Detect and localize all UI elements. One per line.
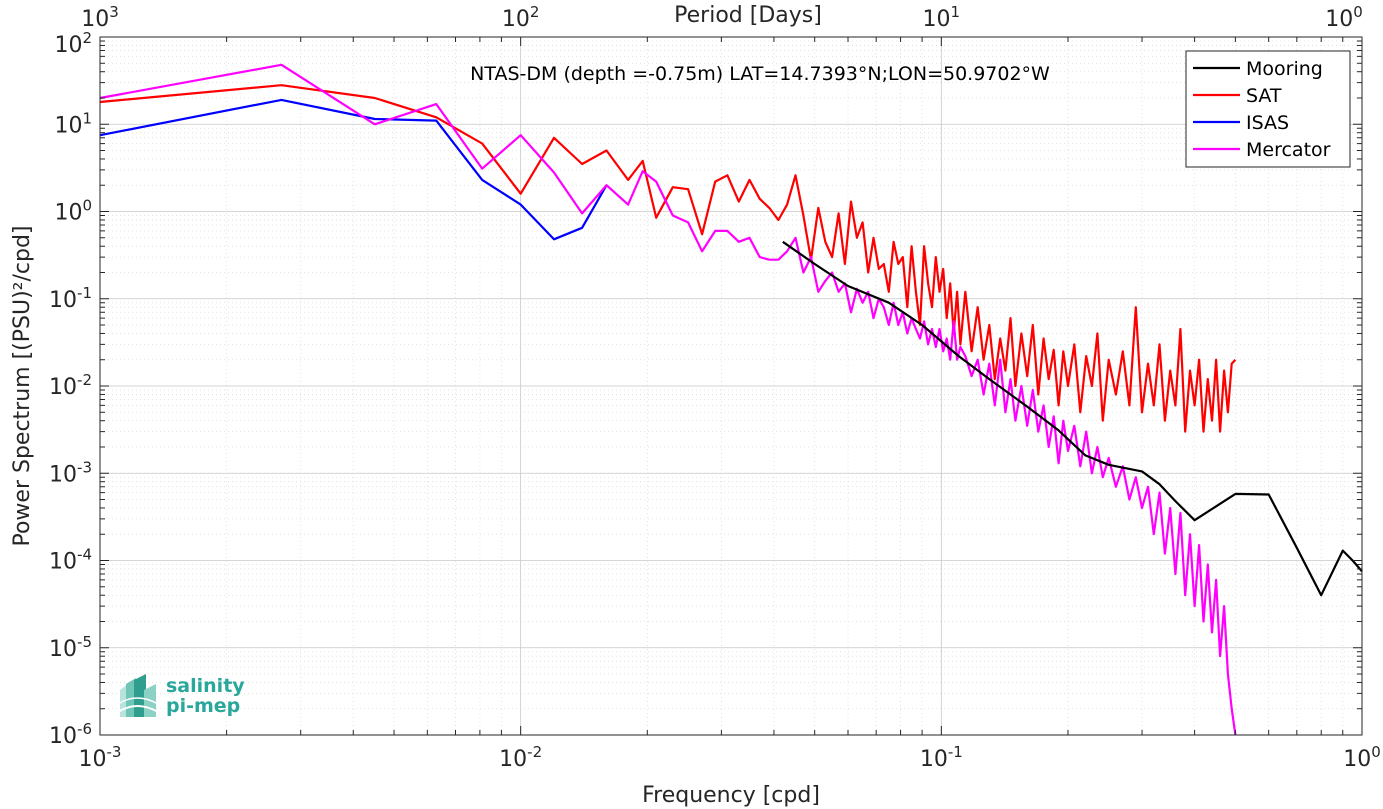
x-tick-label: 10-3: [79, 743, 122, 772]
x2-tick-label: 100: [1325, 3, 1363, 32]
logo-line2: pi-mep: [166, 695, 240, 717]
x-tick-label: 10-1: [920, 743, 963, 772]
y-tick-label: 10-4: [49, 546, 92, 575]
y-tick-label: 10-5: [49, 633, 92, 662]
logo-icon: [117, 674, 159, 717]
x2-tick-label: 103: [81, 3, 119, 32]
legend: Mooring SAT ISAS Mercator: [1185, 50, 1351, 168]
x2-tick-label: 102: [502, 3, 540, 32]
y-axis-label: Power Spectrum [(PSU)²/cpd]: [10, 225, 35, 546]
series-line-isas: [99, 98, 608, 241]
legend-label-mooring: Mooring: [1246, 58, 1323, 80]
legend-label-mercator: Mercator: [1246, 139, 1331, 161]
legend-box: [1185, 50, 1351, 168]
y-tick-labels: 10-6 10-5 10-4 10-3 10-2 10-1 100 101 102: [49, 29, 92, 749]
y-tick-label: 102: [54, 29, 92, 58]
x2-tick-labels: 103 102 101 100: [81, 3, 1363, 32]
logo-line1: salinity: [166, 675, 245, 697]
x2-axis-label: Period [Days]: [674, 3, 822, 28]
chart-title: NTAS-DM (depth =-0.75m) LAT=14.7393°N;LO…: [470, 63, 1050, 85]
x-tick-label: 10-2: [499, 743, 542, 772]
y-tick-label: 10-3: [49, 458, 92, 487]
x-tick-labels: 10-3 10-2 10-1 100: [79, 743, 1381, 772]
x-axis-label: Frequency [cpd]: [642, 783, 820, 808]
y-tick-label: 10-2: [49, 371, 92, 400]
y-tick-label: 101: [54, 109, 92, 138]
x-tick-label: 100: [1343, 743, 1381, 772]
series-line-mooring: [782, 240, 1363, 597]
salinity-pi-mep-logo: salinity pi-mep: [117, 674, 245, 717]
y-tick-label: 10-1: [49, 284, 92, 313]
y-tick-label: 100: [54, 197, 92, 226]
legend-label-isas: ISAS: [1246, 112, 1289, 134]
series-line-mercator: [99, 63, 1237, 736]
y-tick-label: 10-6: [49, 720, 92, 749]
ticks-layer: [99, 36, 1363, 736]
x2-tick-label: 101: [923, 3, 961, 32]
legend-label-sat: SAT: [1246, 85, 1282, 107]
series-layer: [99, 63, 1363, 736]
